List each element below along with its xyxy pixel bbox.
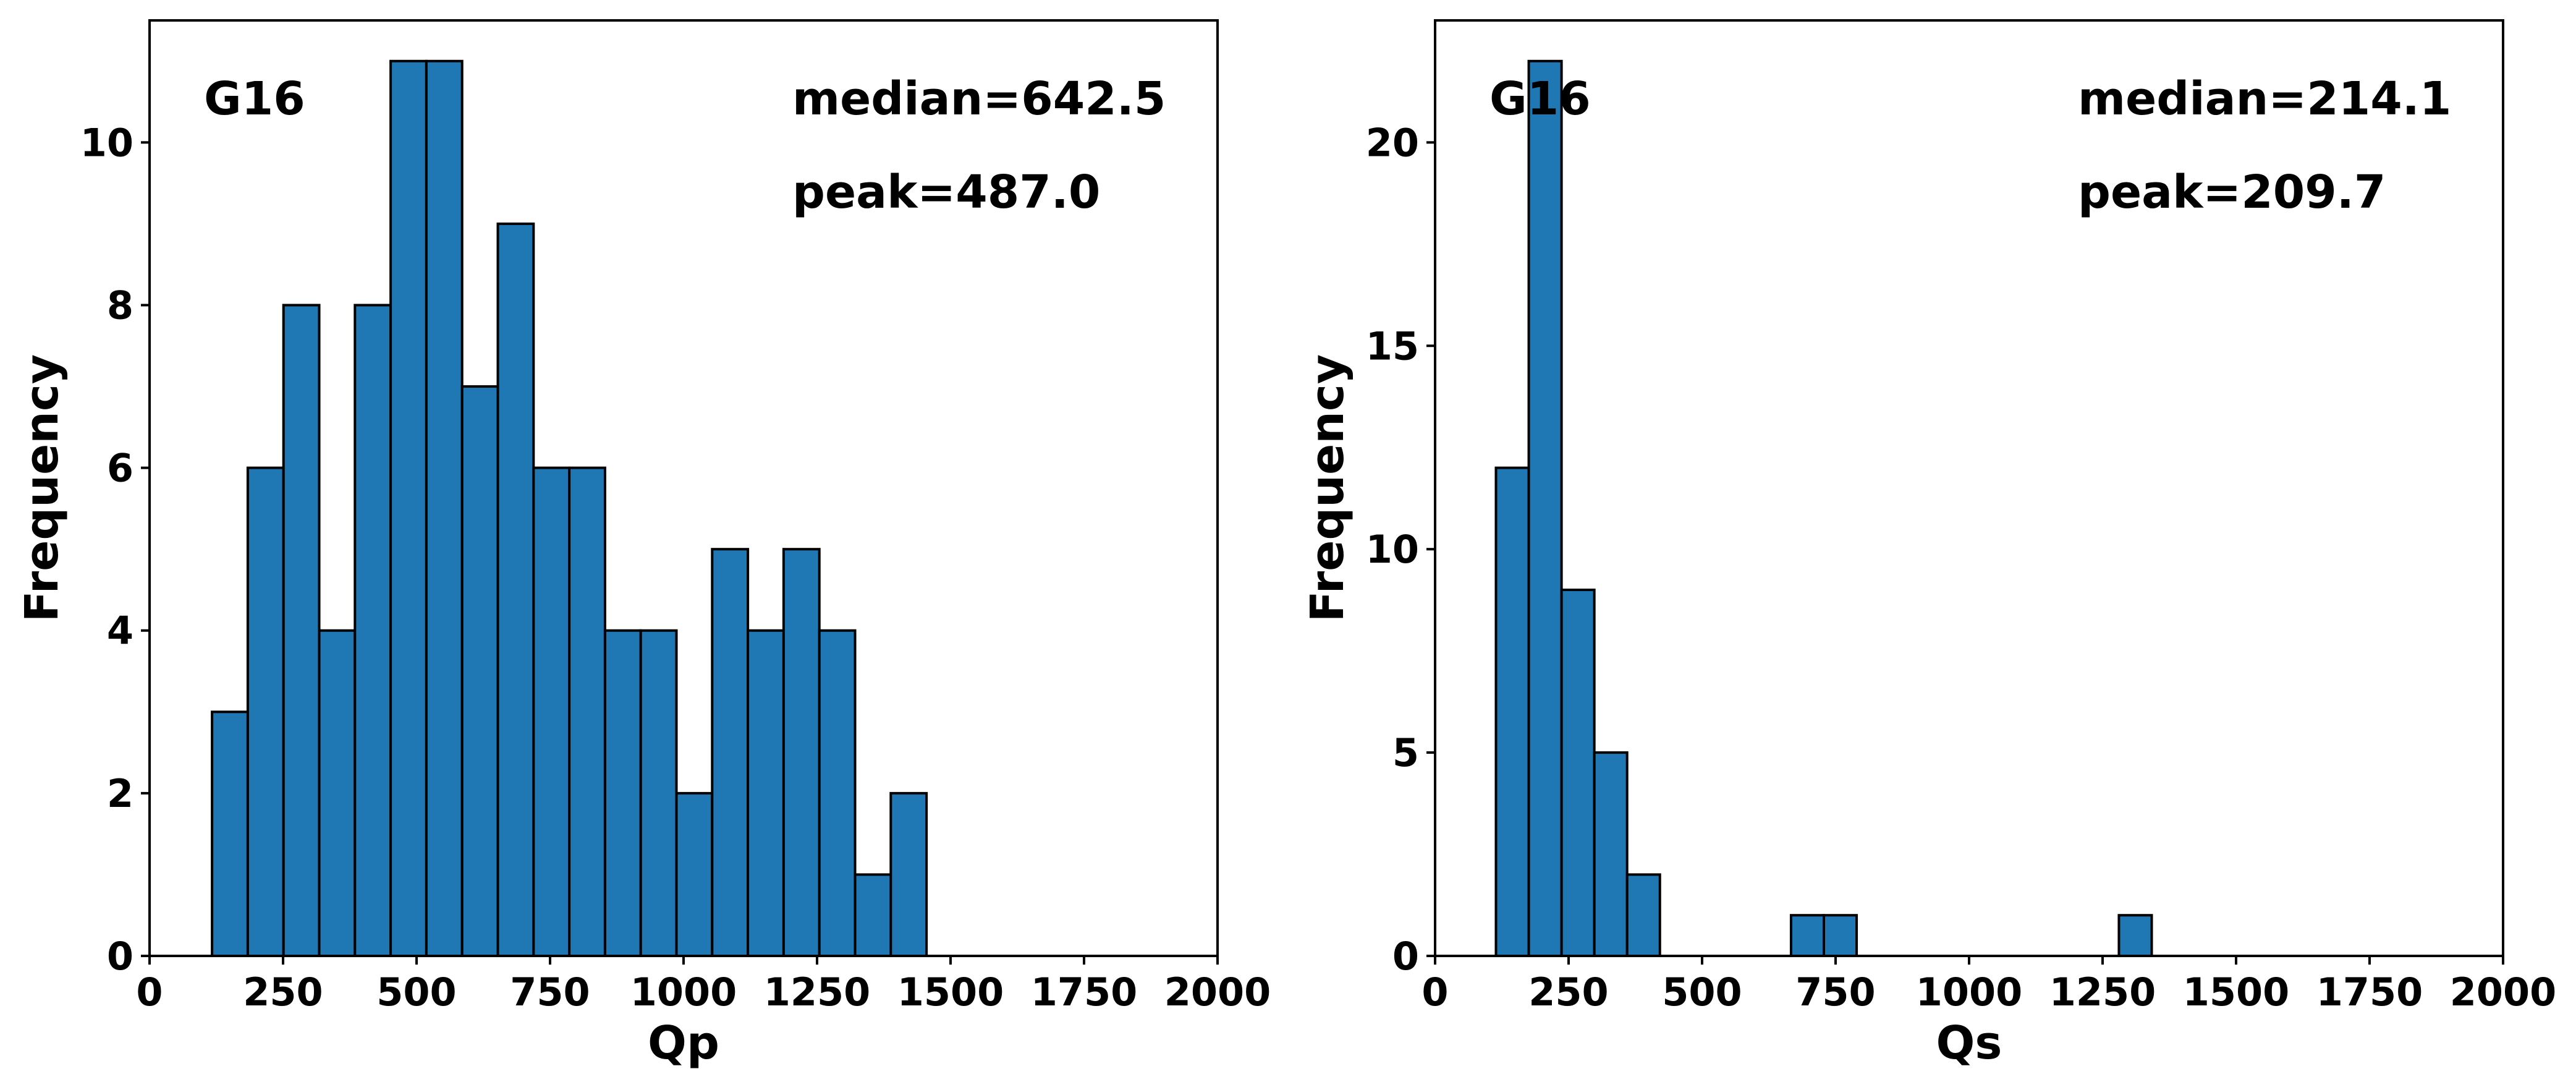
x-tick-label: 1500 (897, 970, 1004, 1015)
histogram-bar (246, 466, 285, 957)
histogram-bar (639, 629, 678, 957)
histogram-bar (675, 791, 714, 957)
y-axis-label-qp: Frequency (15, 354, 69, 622)
x-tick-label: 1000 (630, 970, 737, 1015)
x-axis-label-qp: Qp (648, 1017, 719, 1070)
histogram-bar (1625, 873, 1661, 958)
x-tick-label: 1000 (1916, 970, 2023, 1015)
median-annotation-qp: median=642.5 (792, 72, 1166, 126)
x-tick-label: 250 (1528, 970, 1608, 1015)
histogram-panel-qs: 0 250 500 750 1000 1250 1500 1750 2000 05101520 … (1301, 19, 2556, 1070)
bars-qs (1494, 59, 2153, 958)
y-tick-label: 10 (80, 120, 133, 165)
histogram-bar (747, 629, 785, 957)
x-ticks-qs: 0 250 500 750 1000 1250 1500 1750 2000 (1421, 956, 2556, 1015)
y-tick-label: 0 (107, 934, 133, 979)
y-ticks-qp: 0 2 4 6 8 10 (80, 120, 150, 979)
histogram-bar (1822, 914, 1858, 958)
histogram-bar (282, 304, 321, 957)
histogram-bar (1494, 466, 1530, 957)
histogram-bar (1593, 751, 1629, 957)
y-tick-label: 6 (107, 446, 133, 491)
group-label-qs: G16 (1489, 72, 1591, 126)
x-tick-label: 1750 (2316, 970, 2423, 1015)
peak-annotation-qp: peak=487.0 (792, 166, 1100, 219)
x-tick-label: 0 (136, 970, 163, 1015)
y-ticks-qs: 0 5 10 15 20 (1366, 120, 1435, 979)
y-tick-label: 5 (1392, 730, 1419, 775)
histogram-bar (389, 59, 428, 958)
y-tick-label: 2 (107, 771, 133, 816)
x-tick-label: 500 (1662, 970, 1742, 1015)
y-axis-label-qs: Frequency (1301, 354, 1354, 622)
histogram-bar (496, 222, 535, 957)
histogram-bar (211, 710, 249, 957)
histogram-bar (568, 466, 606, 957)
y-tick-label: 10 (1366, 527, 1419, 572)
histogram-bar (603, 629, 642, 957)
histogram-bar (818, 629, 857, 957)
x-tick-label: 500 (376, 970, 456, 1015)
histogram-bar (711, 548, 750, 957)
x-tick-label: 2000 (2450, 970, 2557, 1015)
x-ticks-qp: 0 250 500 750 1000 1250 1500 1750 2000 (136, 956, 1271, 1015)
x-tick-label: 250 (243, 970, 323, 1015)
histogram-bar (1560, 588, 1596, 957)
y-tick-label: 0 (1392, 934, 1419, 979)
bars-qp (211, 59, 928, 958)
x-tick-label: 0 (1421, 970, 1448, 1015)
histogram-bar (782, 548, 821, 957)
y-tick-label: 8 (107, 283, 133, 328)
x-tick-label: 1750 (1031, 970, 1138, 1015)
histogram-panel-qp: 0 250 500 750 1000 1250 1500 1750 2000 0 2 4 6 8 10 Q… (15, 19, 1271, 1070)
histogram-bar (318, 629, 357, 957)
histogram-bar (460, 385, 499, 957)
x-tick-label: 750 (1795, 970, 1875, 1015)
histogram-bar (854, 873, 892, 958)
histogram-bar (532, 466, 571, 957)
x-tick-label: 2000 (1164, 970, 1271, 1015)
median-annotation-qs: median=214.1 (2078, 72, 2451, 126)
y-tick-label: 15 (1366, 323, 1419, 369)
x-tick-label: 750 (510, 970, 590, 1015)
x-tick-label: 1500 (2183, 970, 2290, 1015)
x-axis-label-qs: Qs (1936, 1017, 2002, 1070)
histogram-bar (425, 59, 464, 958)
x-tick-label: 1250 (764, 970, 871, 1015)
histogram-bar (354, 304, 392, 957)
histogram-bar (2117, 914, 2153, 958)
histogram-bar (889, 791, 928, 957)
histogram-bar (1527, 59, 1563, 958)
x-tick-label: 1250 (2049, 970, 2156, 1015)
histogram-bar (1789, 914, 1825, 958)
y-tick-label: 20 (1366, 120, 1419, 165)
y-tick-label: 4 (107, 608, 133, 654)
peak-annotation-qs: peak=209.7 (2078, 166, 2386, 219)
group-label-qp: G16 (204, 72, 305, 126)
